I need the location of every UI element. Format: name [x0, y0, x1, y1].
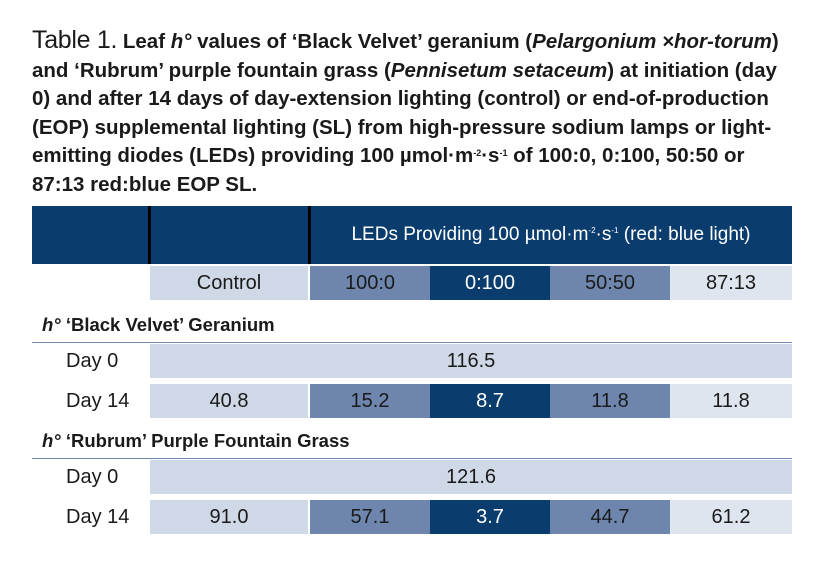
col-header-control: Control: [150, 266, 308, 300]
section-grass-name: ‘Rubrum’ Purple Fountain Grass: [60, 430, 350, 451]
grass-day14-100-0: 57.1: [310, 500, 430, 534]
caption-species-2: Pennisetum setaceum: [390, 58, 608, 82]
caption-text-4: ) at initiation (day 0) and after 14 day…: [32, 58, 777, 168]
geranium-day0-value: 116.5: [150, 344, 792, 378]
leds-header-text-a: LEDs Providing 100 µmol·m: [351, 224, 589, 245]
section-grass-title: h° ‘Rubrum’ Purple Fountain Grass: [42, 430, 350, 452]
geranium-day14-100-0: 15.2: [310, 384, 430, 418]
geranium-day0-label: Day 0: [66, 350, 119, 372]
section-geranium-h: h°: [42, 314, 61, 335]
col-header-0-100: 0:100: [430, 266, 550, 300]
col-header-50-50: 50:50: [550, 266, 670, 300]
leds-header: LEDs Providing 100 µmol·m-2·s-1 (red: bl…: [310, 206, 792, 264]
caption-text-5: ·s: [481, 144, 500, 167]
geranium-day14-87-13: 11.8: [670, 384, 792, 418]
geranium-day14-control: 40.8: [150, 384, 308, 418]
leds-header-text-b: ·s: [595, 224, 612, 245]
leds-header-sup-1: -2: [588, 226, 596, 235]
grass-day14-control: 91.0: [150, 500, 308, 534]
caption-sup-2: -1: [499, 148, 508, 158]
geranium-day14-label: Day 14: [66, 390, 130, 412]
section-grass-h: h°: [42, 430, 61, 451]
caption-h-symbol: h°: [170, 30, 192, 53]
section-geranium-title: h° ‘Black Velvet’ Geranium: [42, 314, 275, 336]
header-divider-2: [308, 206, 311, 264]
grass-day14-87-13: 61.2: [670, 500, 792, 534]
geranium-day14-0-100: 8.7: [430, 384, 550, 418]
caption-species-1: Pelargonium ×hor-torum: [532, 30, 772, 53]
section-geranium-rule: [32, 342, 792, 343]
col-header-100-0: 100:0: [310, 266, 430, 300]
grass-day0-value: 121.6: [150, 460, 792, 494]
table-header-band: LEDs Providing 100 µmol·m-2·s-1 (red: bl…: [32, 206, 792, 264]
col-header-87-13: 87:13: [670, 266, 792, 300]
table-caption: Table 1. Leaf h° values of ‘Black Velvet…: [32, 26, 792, 199]
grass-day14-label: Day 14: [66, 506, 130, 528]
grass-day14-50-50: 44.7: [550, 500, 670, 534]
section-grass-rule: [32, 458, 792, 459]
caption-text-1: Leaf: [117, 30, 171, 53]
caption-text-3: ) and ‘Rubrum’ purple fountain grass (: [32, 30, 779, 82]
leds-header-sup-2: -1: [611, 226, 619, 235]
caption-text-2: values of ‘Black Velvet’ geranium (: [191, 30, 533, 53]
caption-text-6: of 100:0, 0:100, 50:50 or 87:13 red:blue…: [32, 144, 745, 196]
section-geranium-name: ‘Black Velvet’ Geranium: [60, 314, 275, 335]
caption-sup-1: -2: [473, 148, 482, 158]
grass-day14-0-100: 3.7: [430, 500, 550, 534]
grass-day0-label: Day 0: [66, 466, 119, 488]
table-label: Table 1.: [32, 26, 118, 54]
header-divider-1: [148, 206, 151, 264]
leds-header-text-c: (red: blue light): [618, 224, 751, 245]
geranium-day14-50-50: 11.8: [550, 384, 670, 418]
